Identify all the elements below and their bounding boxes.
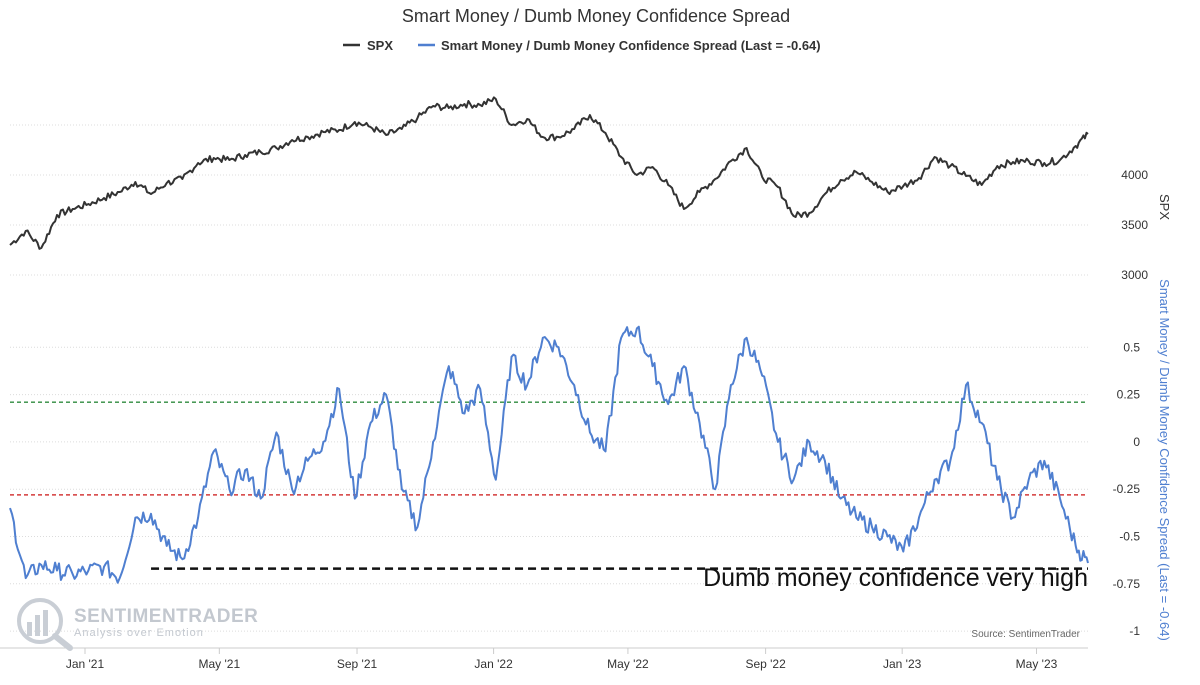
source-text: Source: SentimenTrader (971, 629, 1080, 640)
legend-item-spx[interactable]: SPX (343, 38, 393, 53)
watermark-logo-icon (17, 598, 73, 651)
gridlines (0, 124, 1088, 649)
x-tick-label: May '22 (607, 657, 649, 671)
spx-tick-label: 4000 (1121, 168, 1148, 182)
x-tick-label: May '23 (1016, 657, 1058, 671)
spread-tick-label: -1 (1129, 624, 1140, 638)
legend[interactable]: SPX Smart Money / Dumb Money Confidence … (343, 38, 821, 53)
x-tick-label: Sep '21 (337, 657, 378, 671)
spread-tick-label: 0 (1133, 435, 1140, 449)
spx-axis-ticks: 3000 3500 4000 (1121, 168, 1148, 282)
spread-tick-label: -0.75 (1113, 577, 1141, 591)
spx-tick-label: 3500 (1121, 218, 1148, 232)
spread-tick-label: 0.25 (1117, 388, 1141, 402)
watermark-brand: SENTIMENTRADER (74, 606, 258, 627)
series-line-spx (9, 96, 1089, 250)
legend-label-spread: Smart Money / Dumb Money Confidence Spre… (441, 38, 821, 53)
chart-title: Smart Money / Dumb Money Confidence Spre… (402, 6, 790, 26)
spread-axis-title: Smart Money / Dumb Money Confidence Spre… (1157, 279, 1172, 641)
spread-tick-label: 0.5 (1123, 340, 1140, 354)
x-tick-label: Jan '21 (66, 657, 105, 671)
spread-tick-label: -0.25 (1113, 482, 1141, 496)
legend-item-spread[interactable]: Smart Money / Dumb Money Confidence Spre… (418, 38, 821, 53)
x-tick-label: Jan '22 (474, 657, 513, 671)
x-axis-ticks: Jan '21 May '21 Sep '21 Jan '22 May '22 Sep '… (66, 648, 1058, 671)
legend-label-spx: SPX (367, 38, 393, 53)
series-line-spread (9, 325, 1089, 584)
reference-lines (10, 401, 1088, 570)
x-tick-label: Sep '22 (745, 657, 786, 671)
spx-axis-title: SPX (1157, 194, 1172, 220)
series-layer (9, 96, 1089, 584)
x-tick-label: Jan '23 (883, 657, 922, 671)
annotation-text: Dumb money confidence very high (703, 564, 1088, 592)
spread-axis-ticks: -1 -0.75 -0.5 -0.25 0 0.25 0.5 (1113, 340, 1141, 638)
spread-tick-label: -0.5 (1119, 529, 1140, 543)
watermark-tagline: Analysis over Emotion (74, 627, 204, 639)
watermark: SENTIMENTRADER Analysis over Emotion (17, 598, 258, 651)
x-tick-label: May '21 (199, 657, 241, 671)
spx-tick-label: 3000 (1121, 268, 1148, 282)
